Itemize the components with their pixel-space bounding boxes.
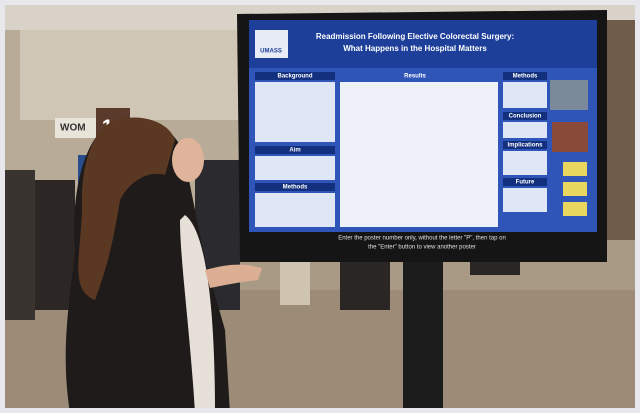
crowd-person: [35, 180, 75, 310]
section-header: [503, 112, 547, 120]
poster-photo: [552, 122, 588, 152]
section-title: Conclusion: [509, 114, 542, 120]
poster-subtitle: What Happens in the Hospital Matters: [343, 44, 487, 53]
woman-face: [172, 138, 204, 182]
section-header: [255, 72, 335, 80]
section-body: [503, 122, 547, 138]
woman-shirt: [180, 215, 215, 413]
woman-hair: [78, 117, 175, 300]
nav-button: [563, 162, 587, 176]
screen-stand: [403, 255, 443, 413]
section-body: [503, 188, 547, 212]
wall-panel: [20, 30, 240, 120]
poster-header: [249, 20, 597, 68]
section-body: [255, 193, 335, 227]
section-title: Aim: [289, 148, 300, 154]
section-title: Future: [516, 180, 535, 186]
section-header: [503, 141, 547, 149]
section-header: [503, 178, 547, 186]
section-header: [503, 72, 547, 80]
screen-caption: the "Enter" button to view another poste…: [368, 245, 476, 251]
woman-hand: [205, 264, 262, 288]
section-body: [255, 156, 335, 180]
section-title: Methods: [513, 74, 538, 80]
section-body: [255, 82, 335, 142]
poster-photo: [550, 80, 588, 110]
section-title: Implications: [507, 143, 543, 149]
logo: UMASS: [260, 49, 282, 55]
section-header: [255, 183, 335, 191]
sign-text: WOM: [60, 123, 86, 134]
section-title: Background: [277, 74, 312, 80]
screen-caption: Enter the poster number only, without th…: [338, 236, 506, 242]
section-body: [503, 82, 547, 108]
nav-button: [563, 182, 587, 196]
section-header: [255, 146, 335, 154]
section-title: Results: [404, 74, 426, 80]
logo-box: [255, 30, 288, 58]
results-table: [340, 82, 498, 227]
poster-title: Readmission Following Elective Colorecta…: [316, 32, 514, 41]
crowd-legs: [280, 260, 310, 305]
crowd-person: [5, 170, 35, 320]
sign-board: [55, 118, 100, 138]
section-title: Methods: [283, 185, 308, 191]
nav-button: [563, 202, 587, 216]
section-body: [503, 151, 547, 175]
crowd-legs: [340, 255, 390, 310]
